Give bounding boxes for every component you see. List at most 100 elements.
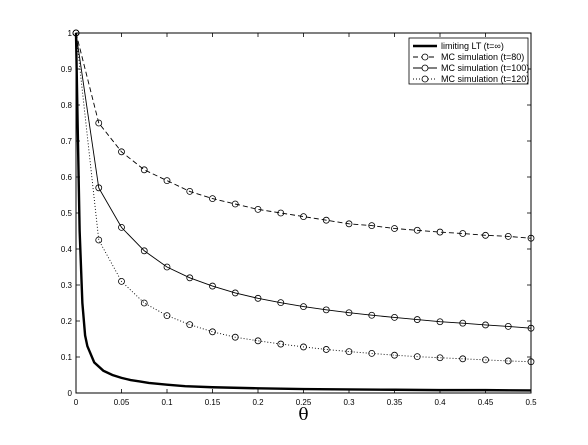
y-tick-label: 0.1 <box>61 353 73 362</box>
y-tick-label: 0.2 <box>61 317 73 326</box>
x-tick-label: 0.2 <box>252 398 264 407</box>
data-point <box>436 354 444 362</box>
data-point <box>118 223 125 231</box>
data-point <box>140 166 148 174</box>
data-point <box>391 351 398 359</box>
x-tick-label: 0.35 <box>387 398 403 407</box>
data-point <box>163 263 171 271</box>
data-point <box>504 232 512 240</box>
series-1 <box>74 32 532 392</box>
legend-label: MC simulation (t=120) <box>441 74 529 84</box>
data-point <box>95 184 103 192</box>
x-tick-label: 0 <box>74 398 79 407</box>
data-point <box>322 346 330 353</box>
data-point <box>459 355 467 363</box>
data-point <box>186 321 194 329</box>
data-point <box>118 277 125 285</box>
data-point <box>345 309 353 317</box>
data-point <box>209 282 216 290</box>
data-point <box>231 200 239 208</box>
data-point <box>277 340 285 348</box>
data-point <box>368 222 376 230</box>
legend-label: MC simulation (t=80) <box>441 52 524 62</box>
data-point <box>527 234 535 242</box>
x-tick-label: 0.4 <box>434 398 446 407</box>
legend-marker <box>421 75 429 83</box>
data-point <box>95 119 103 127</box>
y-tick-label: 1 <box>68 29 73 38</box>
data-point <box>322 306 330 314</box>
data-point <box>391 225 398 232</box>
data-point <box>72 29 80 37</box>
legend: limiting LT (t=∞)MC simulation (t=80)MC … <box>408 37 529 85</box>
data-point <box>209 195 216 203</box>
data-point <box>254 337 262 345</box>
data-point <box>186 187 194 195</box>
series-line <box>75 32 532 329</box>
series-line <box>75 32 532 363</box>
data-point <box>254 294 262 302</box>
data-point <box>140 299 148 307</box>
data-point <box>368 349 376 357</box>
x-tick-label: 0.15 <box>205 398 221 407</box>
data-point <box>482 321 489 329</box>
y-tick-label: 0.9 <box>61 65 73 74</box>
legend-label: MC simulation (t=100) <box>441 63 529 73</box>
series-3 <box>72 29 535 332</box>
y-tick-label: 0 <box>68 389 73 398</box>
data-point <box>436 228 444 236</box>
data-point <box>322 216 330 224</box>
data-point <box>413 226 421 234</box>
series-layer <box>72 29 535 392</box>
x-axis-title: θ <box>298 405 308 425</box>
data-point <box>163 177 171 185</box>
data-point <box>345 220 353 228</box>
series-4 <box>72 29 535 366</box>
y-tick-label: 0.6 <box>61 173 73 182</box>
data-point <box>300 213 307 221</box>
data-point <box>504 357 512 365</box>
x-tick-label: 0.3 <box>343 398 355 407</box>
data-point <box>459 230 467 237</box>
plot-frame <box>75 32 532 394</box>
x-tick-label: 0.05 <box>114 398 130 407</box>
legend-marker <box>421 64 429 72</box>
series-2 <box>72 29 535 242</box>
series-line <box>74 32 532 392</box>
x-tick-label: 0.25 <box>296 398 312 407</box>
legend-marker <box>421 53 429 61</box>
y-tick-label: 0.7 <box>61 137 73 146</box>
data-point <box>527 358 535 366</box>
y-tick-label: 0.5 <box>61 209 73 218</box>
data-point <box>413 316 421 323</box>
data-point <box>231 333 239 341</box>
x-tick-label: 0.1 <box>161 398 173 407</box>
data-point <box>345 348 353 356</box>
data-point <box>413 353 421 361</box>
data-point <box>277 299 285 307</box>
data-point <box>504 322 512 330</box>
data-point <box>459 319 467 327</box>
data-point <box>391 313 398 321</box>
x-tick-label: 0.45 <box>478 398 494 407</box>
y-tick-label: 0.4 <box>61 245 73 254</box>
legend-label: limiting LT (t=∞) <box>441 41 504 51</box>
data-point <box>277 209 285 217</box>
data-point <box>254 205 262 213</box>
data-point <box>300 303 307 311</box>
data-point <box>482 231 489 239</box>
data-point <box>163 312 171 320</box>
data-point <box>186 274 194 282</box>
data-point <box>527 324 535 332</box>
y-tick-label: 0.8 <box>61 101 73 110</box>
data-point <box>482 356 489 364</box>
y-tick-label: 0.3 <box>61 281 73 290</box>
data-point <box>436 318 444 326</box>
data-point <box>95 236 103 244</box>
x-tick-label: 0.5 <box>525 398 537 407</box>
data-point <box>118 148 125 156</box>
data-point <box>368 311 376 319</box>
data-point <box>209 328 216 336</box>
data-point <box>140 247 148 255</box>
